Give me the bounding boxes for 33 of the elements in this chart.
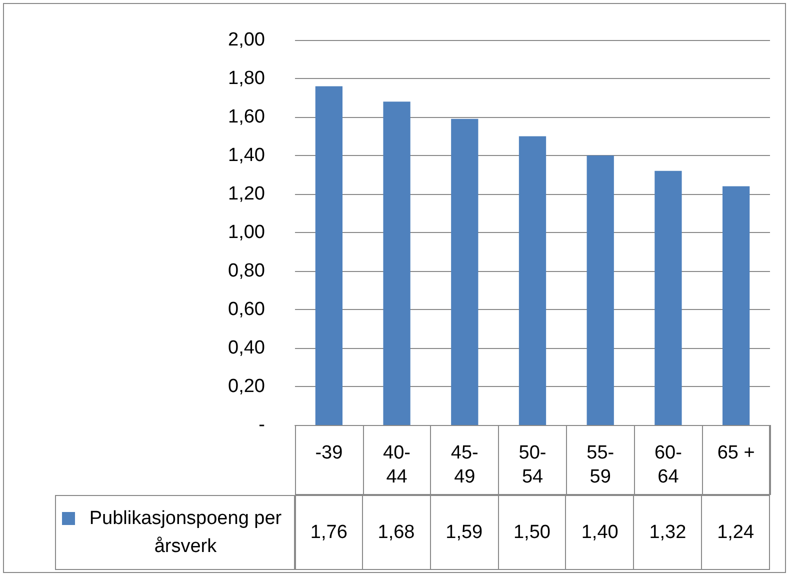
y-tick-label: 0,20: [228, 376, 265, 397]
x-tick-label: 60-64: [654, 442, 682, 488]
bar: [383, 102, 410, 425]
x-tick-label: -39: [315, 442, 343, 464]
x-tick-label: 50-54: [518, 442, 546, 488]
bar: [451, 118, 478, 425]
y-tick-label: 0,40: [228, 338, 265, 358]
bar: [722, 186, 750, 425]
data-label: 1,50: [498, 495, 566, 570]
data-label: 1,59: [430, 495, 499, 570]
data-label: 1,32: [634, 495, 702, 570]
bar: [315, 86, 342, 425]
data-label: 1,68: [362, 495, 431, 570]
y-tick-label: 2,00: [228, 30, 265, 50]
bar: [586, 156, 614, 425]
bar: [654, 170, 682, 425]
legend-label: Publikasjonspoeng per årsverk: [88, 506, 283, 558]
x-tick-label: 55-59: [586, 442, 614, 488]
x-tick-label: 45-49: [450, 442, 478, 488]
y-tick-label: -: [258, 414, 265, 436]
y-tick-label: 0,80: [228, 260, 265, 282]
data-label: 1,24: [702, 495, 770, 570]
y-tick-label: 1,00: [228, 222, 265, 243]
x-tick-label: 40-44: [383, 442, 411, 488]
y-tick-label: 1,60: [228, 106, 265, 128]
bar: [518, 136, 546, 425]
y-tick-label: 1,80: [228, 68, 265, 89]
y-tick-label: 1,20: [228, 184, 265, 204]
y-tick-label: 0,60: [228, 299, 265, 320]
data-label: 1,40: [566, 495, 634, 570]
data-label: 1,76: [295, 495, 363, 570]
y-tick-label: 1,40: [228, 145, 265, 166]
x-tick-label: 65 +: [717, 442, 755, 464]
